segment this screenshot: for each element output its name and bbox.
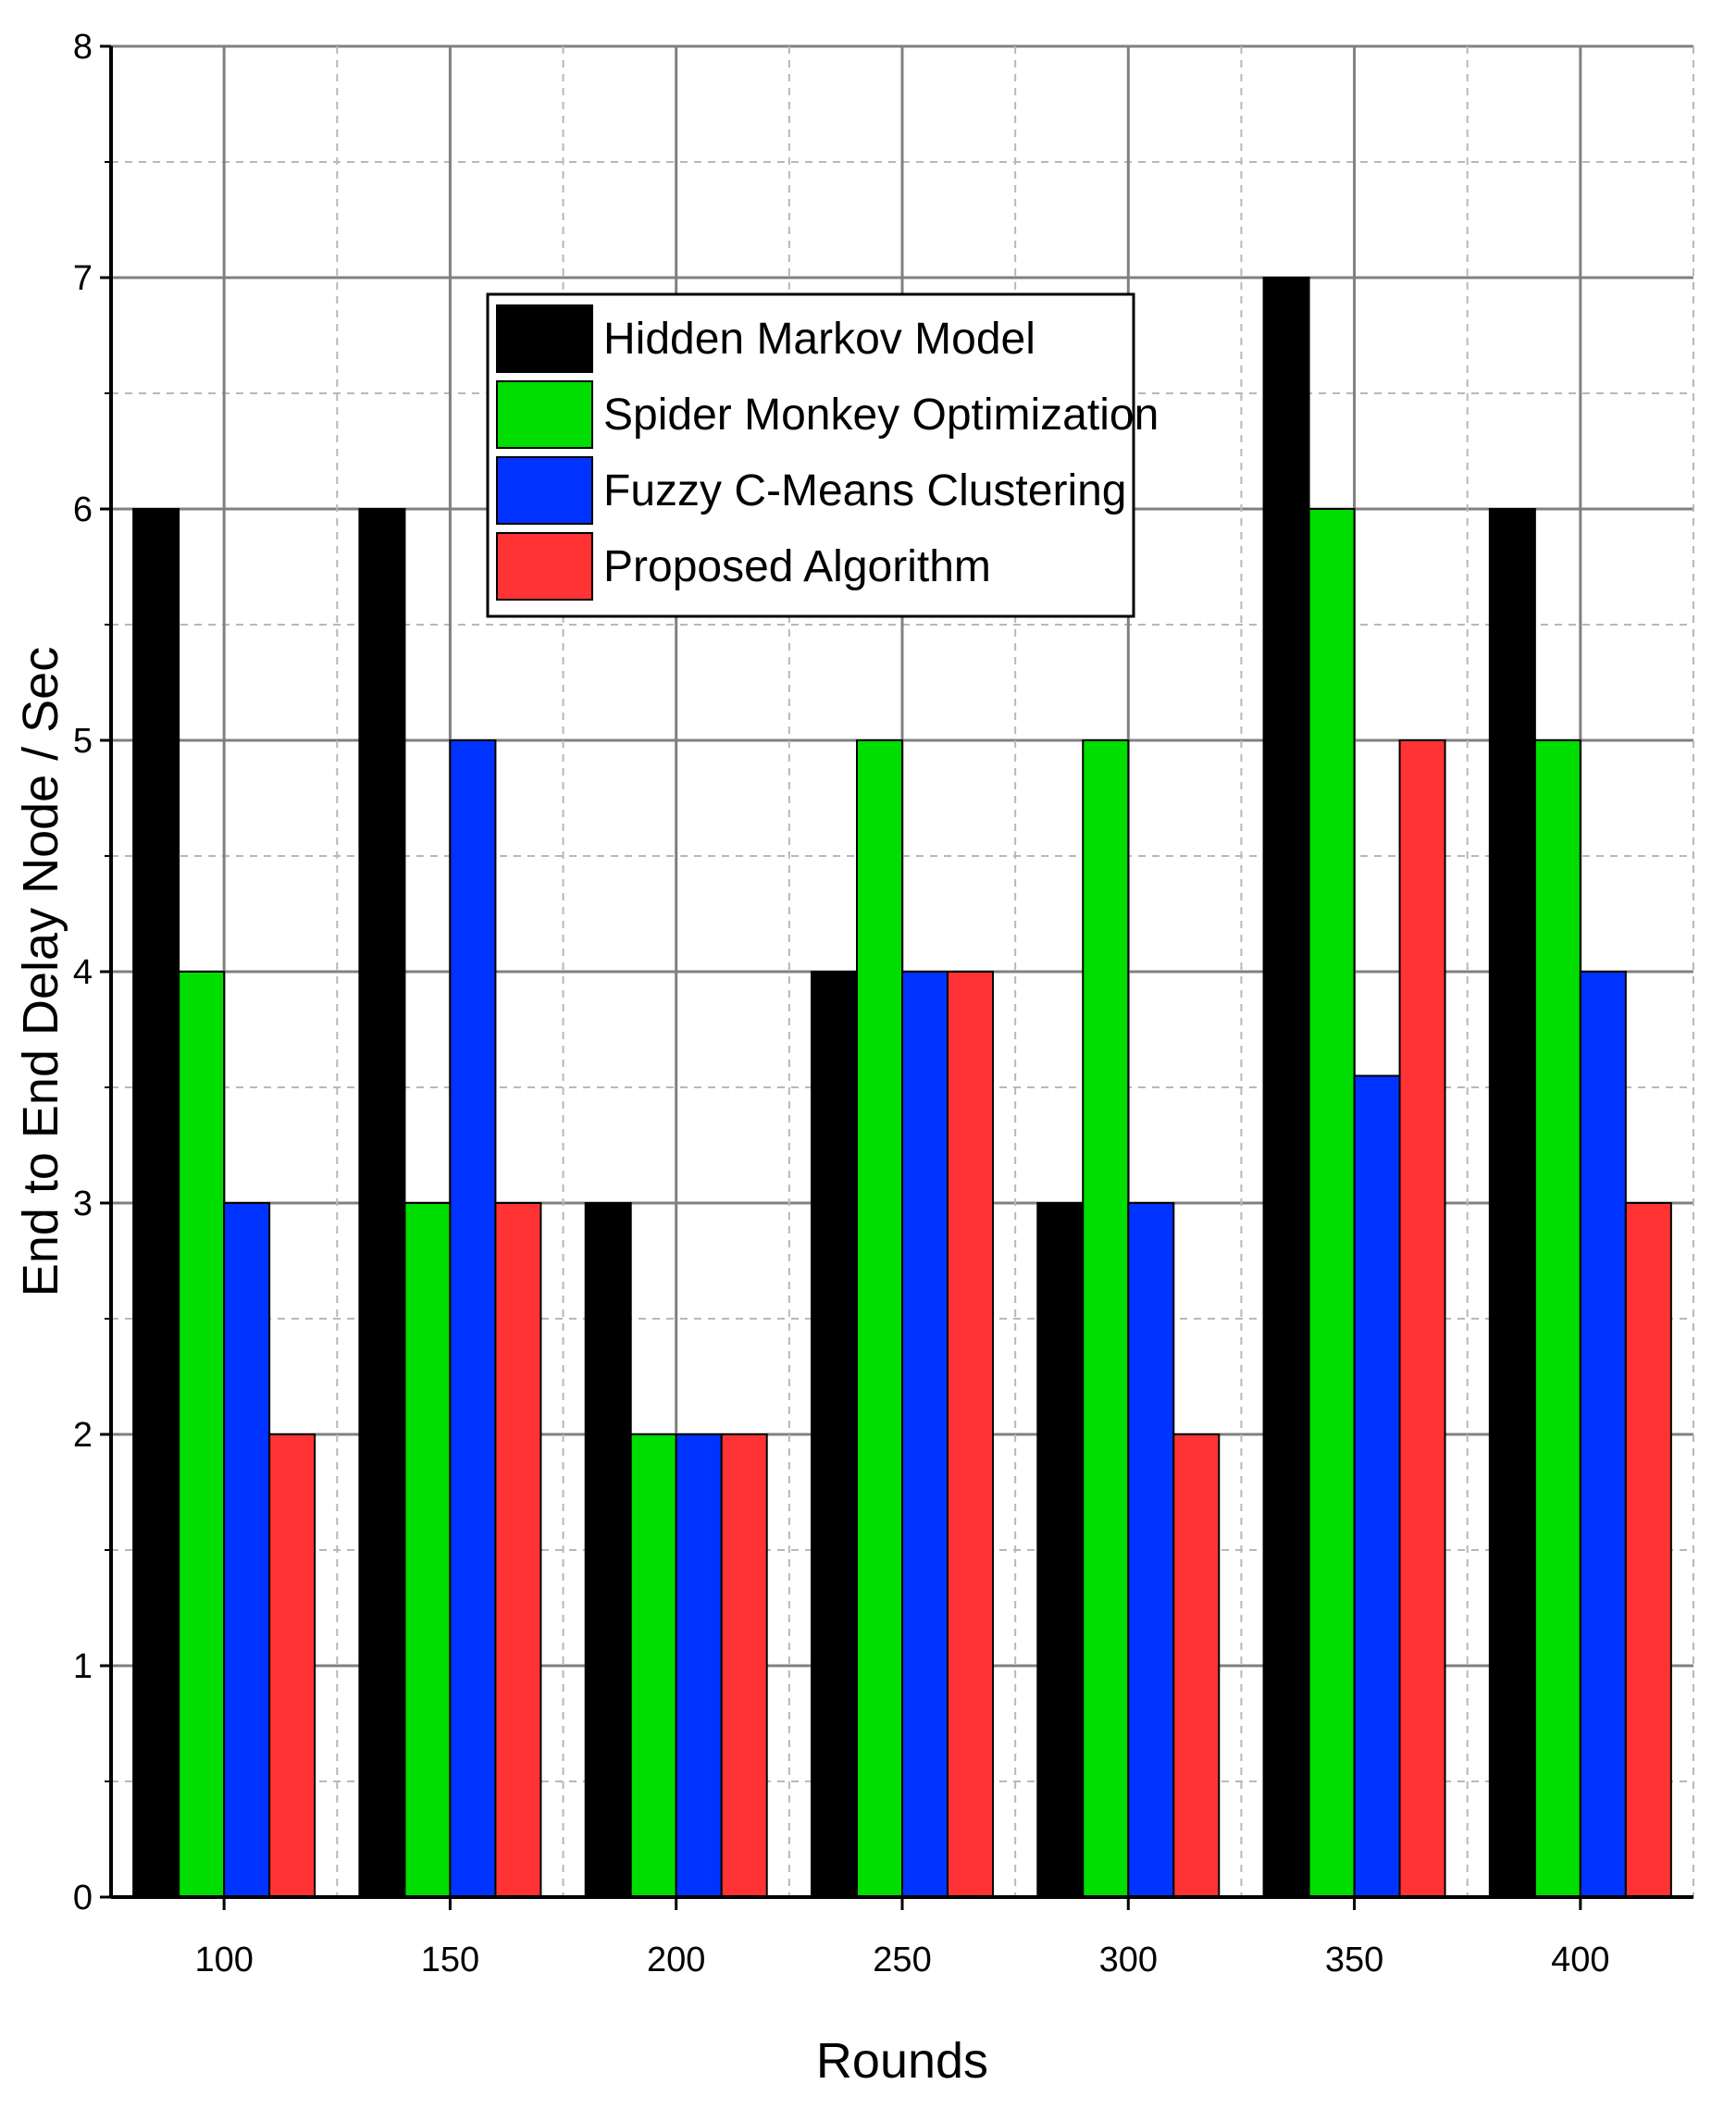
bar-fuzzy-c-means-clustering-250 bbox=[901, 971, 949, 1898]
x-tick-label: 300 bbox=[1099, 1941, 1158, 1979]
bar-proposed-algorithm-100 bbox=[268, 1433, 316, 1898]
legend-swatch bbox=[496, 304, 593, 373]
x-tick-label: 350 bbox=[1325, 1941, 1383, 1979]
bar-spider-monkey-optimization-150 bbox=[403, 1202, 452, 1898]
y-tick-label: 3 bbox=[73, 1185, 93, 1223]
bar-spider-monkey-optimization-300 bbox=[1082, 739, 1130, 1898]
x-tick-label: 250 bbox=[873, 1941, 931, 1979]
bar-proposed-algorithm-200 bbox=[720, 1433, 768, 1898]
bar-proposed-algorithm-150 bbox=[494, 1202, 542, 1898]
bar-hidden-markov-model-250 bbox=[811, 971, 858, 1898]
bar-hidden-markov-model-150 bbox=[358, 508, 406, 1898]
bar-fuzzy-c-means-clustering-350 bbox=[1353, 1074, 1401, 1898]
y-tick-label: 4 bbox=[73, 953, 93, 992]
bar-hidden-markov-model-300 bbox=[1036, 1202, 1085, 1898]
x-tick-label: 400 bbox=[1551, 1941, 1609, 1979]
bar-hidden-markov-model-200 bbox=[584, 1202, 632, 1898]
x-tick-label: 150 bbox=[421, 1941, 479, 1979]
bar-proposed-algorithm-350 bbox=[1398, 739, 1446, 1898]
legend-label: Fuzzy C-Means Clustering bbox=[603, 466, 1127, 515]
bar-fuzzy-c-means-clustering-150 bbox=[449, 739, 497, 1898]
x-tick-label: 200 bbox=[647, 1941, 705, 1979]
y-tick-label: 1 bbox=[73, 1647, 93, 1686]
legend-label: Spider Monkey Optimization bbox=[603, 391, 1159, 440]
bar-fuzzy-c-means-clustering-200 bbox=[675, 1433, 723, 1898]
bar-proposed-algorithm-400 bbox=[1624, 1202, 1672, 1898]
legend-swatch bbox=[496, 456, 593, 525]
bar-hidden-markov-model-100 bbox=[132, 508, 180, 1898]
y-tick-label: 0 bbox=[73, 1879, 93, 1917]
ticks: 0 1 2 3 4 5 6 7 8 100 150 200 250 300 350 400 bbox=[73, 28, 1610, 1979]
y-tick-label: 6 bbox=[73, 490, 93, 529]
bar-hidden-markov-model-400 bbox=[1488, 508, 1536, 1898]
bar-spider-monkey-optimization-350 bbox=[1308, 508, 1356, 1898]
legend-label: Hidden Markov Model bbox=[603, 315, 1035, 364]
bar-hidden-markov-model-350 bbox=[1262, 277, 1310, 1898]
legend-label: Proposed Algorithm bbox=[603, 542, 991, 591]
y-axis-title: End to End Delay Node / Sec bbox=[13, 647, 68, 1296]
y-tick-label: 7 bbox=[73, 259, 93, 298]
bar-fuzzy-c-means-clustering-400 bbox=[1579, 971, 1627, 1898]
bar-fuzzy-c-means-clustering-300 bbox=[1127, 1202, 1175, 1898]
legend-swatch bbox=[496, 532, 593, 601]
bar-proposed-algorithm-300 bbox=[1172, 1433, 1221, 1898]
bar-spider-monkey-optimization-100 bbox=[178, 971, 226, 1898]
bar-fuzzy-c-means-clustering-100 bbox=[223, 1202, 271, 1898]
y-tick-label: 8 bbox=[73, 28, 93, 67]
bar-spider-monkey-optimization-200 bbox=[629, 1433, 677, 1898]
bar-spider-monkey-optimization-400 bbox=[1533, 739, 1581, 1898]
x-axis-title: Rounds bbox=[816, 2033, 988, 2089]
bars bbox=[132, 277, 1672, 1898]
legend-box bbox=[486, 292, 1135, 618]
legend: Hidden Markov Model Spider Monkey Optimiz… bbox=[486, 292, 1159, 618]
x-tick-label: 100 bbox=[194, 1941, 253, 1979]
y-tick-label: 5 bbox=[73, 722, 93, 761]
bar-spider-monkey-optimization-250 bbox=[856, 739, 903, 1898]
bar-proposed-algorithm-250 bbox=[947, 971, 994, 1898]
legend-swatch bbox=[496, 380, 593, 449]
y-tick-label: 2 bbox=[73, 1416, 93, 1455]
